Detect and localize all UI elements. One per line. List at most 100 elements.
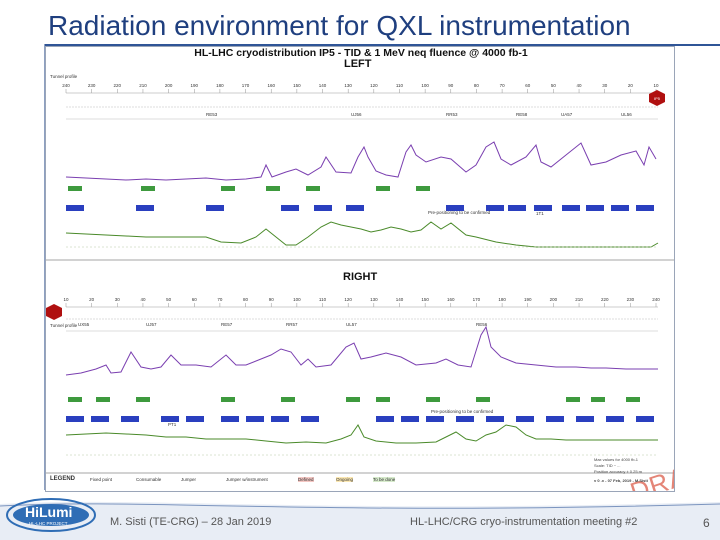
legend-item-todo: To be done bbox=[373, 477, 396, 482]
instrument-box bbox=[606, 416, 624, 422]
tick-label: 100 bbox=[421, 83, 429, 88]
tick-label: 10 bbox=[63, 297, 69, 302]
jumper-marker bbox=[626, 397, 640, 402]
tick-label: 240 bbox=[652, 297, 660, 302]
tick-label: 80 bbox=[474, 83, 480, 88]
right-annotation-1: UX55 bbox=[78, 322, 90, 327]
tick-label: 240 bbox=[62, 83, 70, 88]
legend: LEGEND Fixed point Consumable Jumper Jum… bbox=[46, 475, 674, 484]
instrument-box bbox=[486, 205, 504, 211]
right-section-label: RIGHT bbox=[343, 271, 378, 283]
tick-label: 200 bbox=[550, 297, 558, 302]
tick-label: 230 bbox=[627, 297, 635, 302]
tick-label: 140 bbox=[319, 83, 327, 88]
tick-label: 130 bbox=[370, 297, 378, 302]
caption-line-1: Max values for 4000 fb-1 bbox=[594, 457, 639, 462]
tick-label: 130 bbox=[344, 83, 352, 88]
jumper-marker bbox=[281, 397, 295, 402]
left-annotation-2: UJ56 bbox=[351, 112, 362, 117]
left-annotation-6: UL56 bbox=[621, 112, 632, 117]
footer-wave bbox=[0, 501, 720, 540]
jumper-marker bbox=[266, 186, 280, 191]
right-tunnel-profile bbox=[66, 306, 658, 332]
instrument-box bbox=[486, 416, 504, 422]
left-section-label: LEFT bbox=[344, 58, 372, 70]
right-annotation-7: PT1 bbox=[168, 422, 177, 427]
tick-label: 90 bbox=[269, 297, 275, 302]
jumper-marker bbox=[68, 397, 82, 402]
instrument-box bbox=[206, 205, 224, 211]
legend-item-fixed: Fixed point bbox=[90, 477, 113, 482]
tick-label: 50 bbox=[166, 297, 172, 302]
tick-label: 100 bbox=[293, 297, 301, 302]
right-annotation-3: RE57 bbox=[221, 322, 233, 327]
instrument-box bbox=[376, 416, 394, 422]
instrument-box bbox=[508, 205, 526, 211]
instrument-box bbox=[271, 416, 289, 422]
left-annotation-7: 1T1 bbox=[536, 211, 544, 216]
instrument-box bbox=[456, 416, 474, 422]
logo-text: HiLumi bbox=[25, 504, 73, 520]
ip-right-marker bbox=[46, 304, 62, 320]
tick-label: 150 bbox=[293, 83, 301, 88]
left-jumper-row bbox=[68, 186, 430, 191]
jumper-marker bbox=[136, 397, 150, 402]
tick-label: 160 bbox=[447, 297, 455, 302]
tick-label: 30 bbox=[602, 83, 608, 88]
radiation-figure: HL-LHC cryodistribution IP5 - TID & 1 Me… bbox=[45, 46, 675, 492]
left-annotation-4: RE58 bbox=[516, 112, 528, 117]
tick-label: 40 bbox=[140, 297, 146, 302]
jumper-marker bbox=[376, 397, 390, 402]
instrument-box bbox=[91, 416, 109, 422]
right-tid-curve bbox=[65, 325, 658, 376]
tick-label: 220 bbox=[601, 297, 609, 302]
tick-label: 40 bbox=[577, 83, 583, 88]
legend-item-consumable: Consumable bbox=[136, 477, 162, 482]
left-note: Pre-positioning to be confirmed bbox=[428, 210, 491, 215]
left-annotation-5: UA57 bbox=[561, 112, 573, 117]
right-fluence-curve bbox=[65, 424, 658, 444]
instrument-box bbox=[186, 416, 204, 422]
left-instrument-row bbox=[66, 205, 654, 211]
jumper-marker bbox=[376, 186, 390, 191]
left-tick-row: 240 230 220 210 200 190 180 170 160 150 140 130 120 1… bbox=[62, 83, 659, 93]
caption-line-3: Position accuracy ± 0.25 m bbox=[594, 469, 642, 474]
instrument-box bbox=[314, 205, 332, 211]
instrument-box bbox=[562, 205, 580, 211]
logo-subtext: HL-LHC PROJECT bbox=[29, 521, 68, 526]
right-tick-row: 10 20 30 40 50 60 70 80 90 100 110 120 130 140 150 160 1… bbox=[63, 297, 660, 307]
instrument-box bbox=[546, 416, 564, 422]
instrument-box bbox=[281, 205, 299, 211]
jumper-marker bbox=[221, 397, 235, 402]
legend-item-ongoing: Ongoing bbox=[336, 477, 354, 482]
jumper-marker bbox=[426, 397, 440, 402]
right-annotation-6: RE56 bbox=[476, 322, 488, 327]
jumper-marker bbox=[68, 186, 82, 191]
jumper-marker bbox=[306, 186, 320, 191]
right-annotation-5: UL57 bbox=[346, 322, 357, 327]
tick-label: 140 bbox=[396, 297, 404, 302]
tick-label: 50 bbox=[551, 83, 557, 88]
jumper-marker bbox=[96, 397, 110, 402]
footer-author: M. Sisti (TE-CRG) – 28 Jan 2019 bbox=[110, 516, 272, 528]
instrument-box bbox=[516, 416, 534, 422]
legend-item-jumper: Jumper bbox=[181, 477, 197, 482]
right-instrument-row bbox=[66, 416, 654, 422]
jumper-marker bbox=[591, 397, 605, 402]
tick-label: 160 bbox=[267, 83, 275, 88]
tick-label: 210 bbox=[575, 297, 583, 302]
tick-label: 80 bbox=[243, 297, 249, 302]
instrument-box bbox=[586, 205, 604, 211]
instrument-box bbox=[636, 205, 654, 211]
tick-label: 10 bbox=[653, 83, 659, 88]
hilumi-logo: HiLumi HL-LHC PROJECT bbox=[5, 495, 101, 535]
figure-drawing: 240 230 220 210 200 190 180 170 160 150 140 130 120 1… bbox=[46, 83, 674, 474]
legend-label: LEGEND bbox=[50, 476, 76, 482]
tick-label: 170 bbox=[473, 297, 481, 302]
tick-label: 70 bbox=[217, 297, 223, 302]
footer-meeting: HL-LHC/CRG cryo-instrumentation meeting … bbox=[410, 516, 638, 528]
tick-label: 180 bbox=[498, 297, 506, 302]
instrument-box bbox=[534, 205, 552, 211]
jumper-marker bbox=[346, 397, 360, 402]
caption-line-2: Scale: TID ~ ... bbox=[594, 463, 621, 468]
